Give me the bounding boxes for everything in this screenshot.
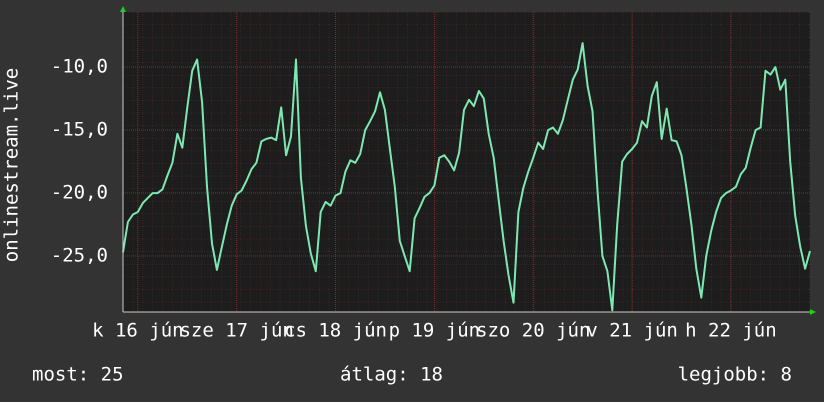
y-tick-label: -10,0: [51, 56, 108, 78]
footer-best: legjobb: 8: [678, 364, 792, 386]
data-line: [122, 42, 811, 312]
x-tick-label: v 21 jún: [586, 320, 678, 342]
x-tick-label: sze 17 jún: [179, 320, 293, 342]
footer-average: átlag: 18: [340, 364, 443, 386]
footer-current: most: 25: [32, 364, 124, 386]
y-tick-label: -15,0: [51, 119, 108, 141]
y-axis-label: onlinestream.live: [1, 68, 23, 262]
x-tick-label: szo 20 jún: [476, 320, 590, 342]
x-tick-label: h 22 jún: [685, 320, 777, 342]
x-tick-label: cs 18 jún: [284, 320, 387, 342]
axis-arrow: [810, 309, 816, 315]
x-tick-label: p 19 jún: [389, 320, 481, 342]
y-tick-label: -25,0: [51, 245, 108, 267]
minor-grid: [123, 12, 810, 312]
x-tick-label: k 16 jún: [92, 320, 184, 342]
y-tick-label: -20,0: [51, 182, 108, 204]
axis-arrow: [120, 6, 126, 12]
